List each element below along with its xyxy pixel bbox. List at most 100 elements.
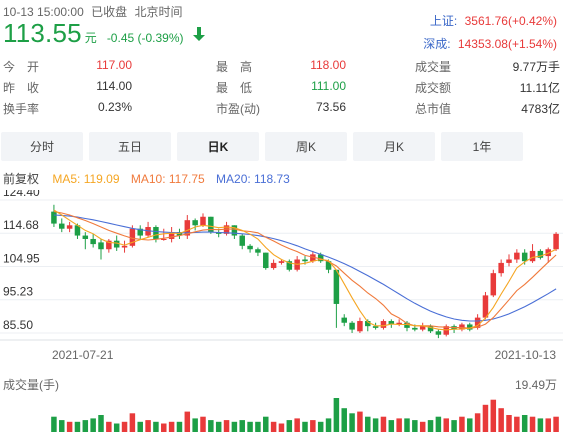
tab-4[interactable]: 月K [353,132,435,161]
volume-bar [514,416,520,432]
volume-bar [435,416,442,432]
candle-body [184,220,191,236]
volume-bar [529,416,536,432]
candle-body [341,317,347,323]
index-row-sz[interactable]: 深成: 14353.08(+1.54%) [423,35,557,52]
volume-bar [98,415,104,432]
volume-bar [467,418,473,432]
candle-body [208,216,214,233]
stat-label: 最 高 [216,60,253,74]
candle-body [255,249,261,253]
stat-label: 成交量 [415,60,452,74]
candle-body [270,262,277,269]
kline-chart[interactable]: 124.40 114.68 104.95 95.23 85.50 2021-07-21 20… [0,190,563,370]
candle-body [529,250,536,262]
current-price: 113.55 [3,18,82,48]
candle-body [357,321,363,332]
volume-bar [412,420,418,432]
ma-legend: 前复权 MA5: 119.09 MA10: 117.75 MA20: 118.7… [3,170,290,187]
volume-bar [59,420,65,432]
price-change: -0.45 (-0.39%) [106,31,184,45]
ma5-value: MA5: 119.09 [52,172,120,186]
quote-datetime: 10-13 15:00:00 已收盘 北京时间 [3,3,182,20]
timezone-label: 北京时间 [134,5,183,19]
volume-bar [106,421,112,432]
candle-body [553,233,559,250]
volume-bar [129,413,136,432]
y-tick-label: 124.40 [3,190,40,199]
candle-body [498,262,504,274]
volume-bar [396,418,402,432]
candle-body [396,322,402,325]
candle-body [129,228,136,246]
volume-bar [404,418,410,432]
y-tick-label: 85.50 [3,318,33,332]
volume-bar [286,420,293,432]
volume-bar [302,421,308,432]
tab-0[interactable]: 分时 [1,132,83,161]
volume-bar [161,423,167,432]
candle-body [412,327,418,330]
candle-body [521,252,528,262]
candle-body [482,295,489,318]
index-row-sh[interactable]: 上证: 3561.76(+0.42%) [423,12,557,29]
stat-label: 最 低 [216,81,253,95]
index-name: 上证: [429,14,458,28]
volume-bar [459,416,465,432]
volume-bar [82,420,89,432]
volume-bar [474,413,481,432]
volume-bar [263,416,269,432]
volume-bar [113,423,120,432]
stat-value: 114.00 [96,79,132,93]
candle-body [200,216,206,226]
candle-body [278,261,285,263]
volume-bar [498,408,504,432]
volume-bar [168,421,175,432]
candle-body [263,252,269,269]
volume-bar [121,421,128,432]
candle-body [467,324,473,330]
candle-body [90,238,96,245]
stat-value: 4783亿 [521,102,560,116]
index-quotes: 上证: 3561.76(+0.42%) 深成: 14353.08(+1.54%) [423,12,557,52]
candle-body [106,240,112,250]
candle-body [310,254,316,262]
candle-body [121,245,128,248]
candle-body [153,227,159,239]
candle-body [490,273,497,296]
volume-bar [192,418,198,432]
volume-bar [333,398,340,432]
ma5-line [53,209,557,331]
volume-bar [239,420,245,432]
stat-value: 117.00 [96,58,132,72]
volume-bar [341,408,347,432]
volume-bar [349,413,355,432]
adjust-mode[interactable]: 前复权 [3,172,40,186]
volume-max: 19.49万 [514,378,557,392]
volume-bar [278,423,285,432]
tab-2[interactable]: 日K [177,132,259,161]
candle-body [286,261,293,270]
stat-label: 成交额 [415,81,452,95]
candle-body [419,326,426,330]
tab-3[interactable]: 周K [265,132,347,161]
stat-value: 118.00 [310,58,346,72]
candle-body [506,259,512,263]
candle-body [247,245,253,250]
volume-bar [270,421,277,432]
volume-bar [372,418,379,432]
volume-bar [145,420,151,432]
stat-value: 73.56 [315,100,346,114]
candle-body [231,225,238,236]
tab-1[interactable]: 五日 [89,132,171,161]
candle-body [192,220,198,226]
tab-5[interactable]: 1年 [441,132,523,161]
volume-bar [427,420,434,432]
candle-body [113,240,120,248]
volume-bar [521,415,528,432]
volume-bar [200,416,206,432]
volume-bar [537,418,544,432]
volume-bar [419,421,426,432]
candle-body [545,249,551,257]
candle-body [317,254,324,262]
